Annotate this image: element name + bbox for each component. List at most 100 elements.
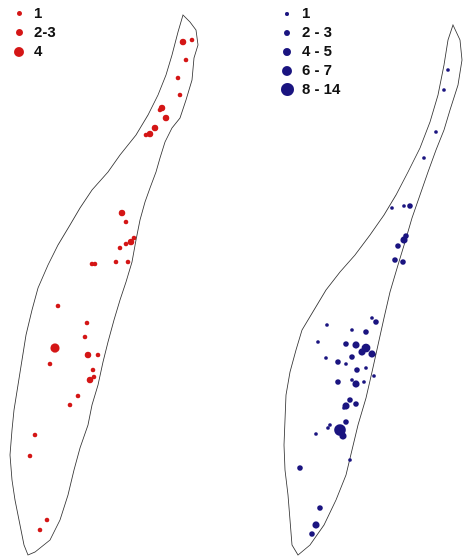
left-map-point-2 (189, 37, 195, 43)
right-map-point-43 (314, 432, 318, 436)
right-map-point-30 (335, 379, 341, 385)
legend-left-item-1: 1 (8, 4, 56, 23)
legend-right-item-5: 8 - 14 (276, 80, 340, 99)
legend-left-item-2: 2-3 (8, 23, 56, 42)
left-map-point-33 (67, 402, 73, 408)
right-map-point-46 (297, 465, 303, 471)
right-map-point-41 (343, 419, 349, 425)
right-map-point-32 (350, 378, 354, 382)
largest-dot-icon (280, 83, 294, 96)
right-map-point-49 (309, 531, 315, 537)
right-map-point-35 (347, 397, 353, 403)
left-map-point-11 (143, 132, 149, 138)
legend-left-label-3: 4 (34, 43, 43, 60)
legend-right-symbol-2 (276, 29, 298, 36)
legend-right-symbol-4 (276, 65, 298, 76)
small-dot-icon (284, 29, 290, 36)
left-map-point-5 (177, 92, 183, 98)
right-map-point-17 (363, 329, 369, 335)
legend-right-label-3: 4 - 5 (302, 43, 333, 60)
left-map-point-29 (90, 367, 96, 373)
legend-right-item-3: 4 - 5 (276, 42, 340, 61)
right-map-point-27 (344, 362, 348, 366)
right-map-point-9 (403, 233, 409, 239)
right-map-point-38 (342, 406, 346, 410)
left-map-point-9 (151, 124, 159, 132)
right-map-point-25 (324, 356, 328, 360)
right-map-point-31 (352, 380, 360, 388)
small-dot-icon (16, 11, 22, 16)
left-map-point-22 (55, 303, 61, 309)
right-map-point-4 (422, 156, 426, 160)
right-map-point-37 (353, 401, 359, 407)
right-map-point-14 (373, 319, 379, 325)
left-map-point-27 (95, 352, 101, 358)
legend-right-symbol-3 (276, 47, 298, 56)
legend-left-symbol-2 (8, 29, 30, 36)
legend-right-label-5: 8 - 14 (302, 81, 341, 98)
legend-right-symbol-5 (276, 83, 298, 96)
right-map-point-11 (392, 257, 398, 263)
legend-right-label-1: 1 (302, 5, 311, 22)
medium-dot-icon (15, 29, 23, 36)
right-map-point-45 (348, 458, 352, 462)
legend-right-label-4: 6 - 7 (302, 62, 333, 79)
right-map-point-22 (358, 348, 366, 356)
right-map-point-18 (316, 340, 320, 344)
left-map-point-15 (127, 238, 135, 246)
legend-right-item-2: 2 - 3 (276, 23, 340, 42)
left-island-outline (9, 14, 199, 556)
right-map-point-15 (325, 323, 329, 327)
legend-left-item-3: 4 (8, 42, 56, 61)
left-map-point-4 (175, 75, 181, 81)
left-map-point-34 (32, 432, 38, 438)
left-map-point-19 (89, 261, 95, 267)
legend-left-label-1: 1 (34, 5, 43, 22)
legend-left-label-2: 2-3 (34, 24, 56, 41)
right-map-point-48 (312, 521, 320, 529)
left-map-point-31 (91, 374, 97, 380)
left-map-point-28 (47, 361, 53, 367)
left-map-point-10 (146, 130, 154, 138)
right-map-point-7 (407, 203, 413, 209)
right-map-point-20 (352, 341, 360, 349)
legend-left: 1 2-3 4 (8, 4, 56, 61)
legend-left-symbol-3 (8, 46, 30, 57)
right-map-point-23 (368, 350, 376, 358)
left-map-point-21 (125, 259, 131, 265)
right-map-point-47 (317, 505, 323, 511)
left-map-point-13 (123, 219, 129, 225)
right-map-point-5 (402, 204, 406, 208)
legend-right: 1 2 - 3 4 - 5 6 - 7 8 - 14 (276, 4, 340, 99)
left-map-point-26 (84, 351, 92, 359)
right-map-point-1 (446, 68, 450, 72)
right-map-point-6 (390, 206, 394, 210)
left-map-point-8 (157, 107, 163, 113)
left-map-point-37 (37, 527, 43, 533)
right-island-map (283, 23, 463, 556)
left-map-point-20 (113, 259, 119, 265)
left-map-point-7 (162, 114, 170, 122)
left-map-point-36 (44, 517, 50, 523)
right-map-point-12 (400, 259, 406, 265)
legend-right-symbol-1 (276, 11, 298, 16)
right-map-point-28 (354, 367, 360, 373)
legend-left-symbol-1 (8, 11, 30, 16)
left-map-point-30 (86, 376, 94, 384)
legend-right-item-1: 1 (276, 4, 340, 23)
left-map-point-24 (82, 334, 88, 340)
left-map-point-23 (84, 320, 90, 326)
left-map-point-3 (183, 57, 189, 63)
right-map-point-13 (370, 316, 374, 320)
left-map-point-17 (117, 245, 123, 251)
right-map-point-42 (339, 432, 347, 440)
right-map-point-39 (328, 423, 332, 427)
large-dot-icon (282, 65, 292, 76)
medium-dot-icon (283, 47, 291, 56)
left-map-point-12 (118, 209, 126, 217)
right-map-point-29 (364, 366, 368, 370)
right-map-point-10 (395, 243, 401, 249)
left-island-map (9, 14, 199, 556)
right-map-point-3 (434, 130, 438, 134)
